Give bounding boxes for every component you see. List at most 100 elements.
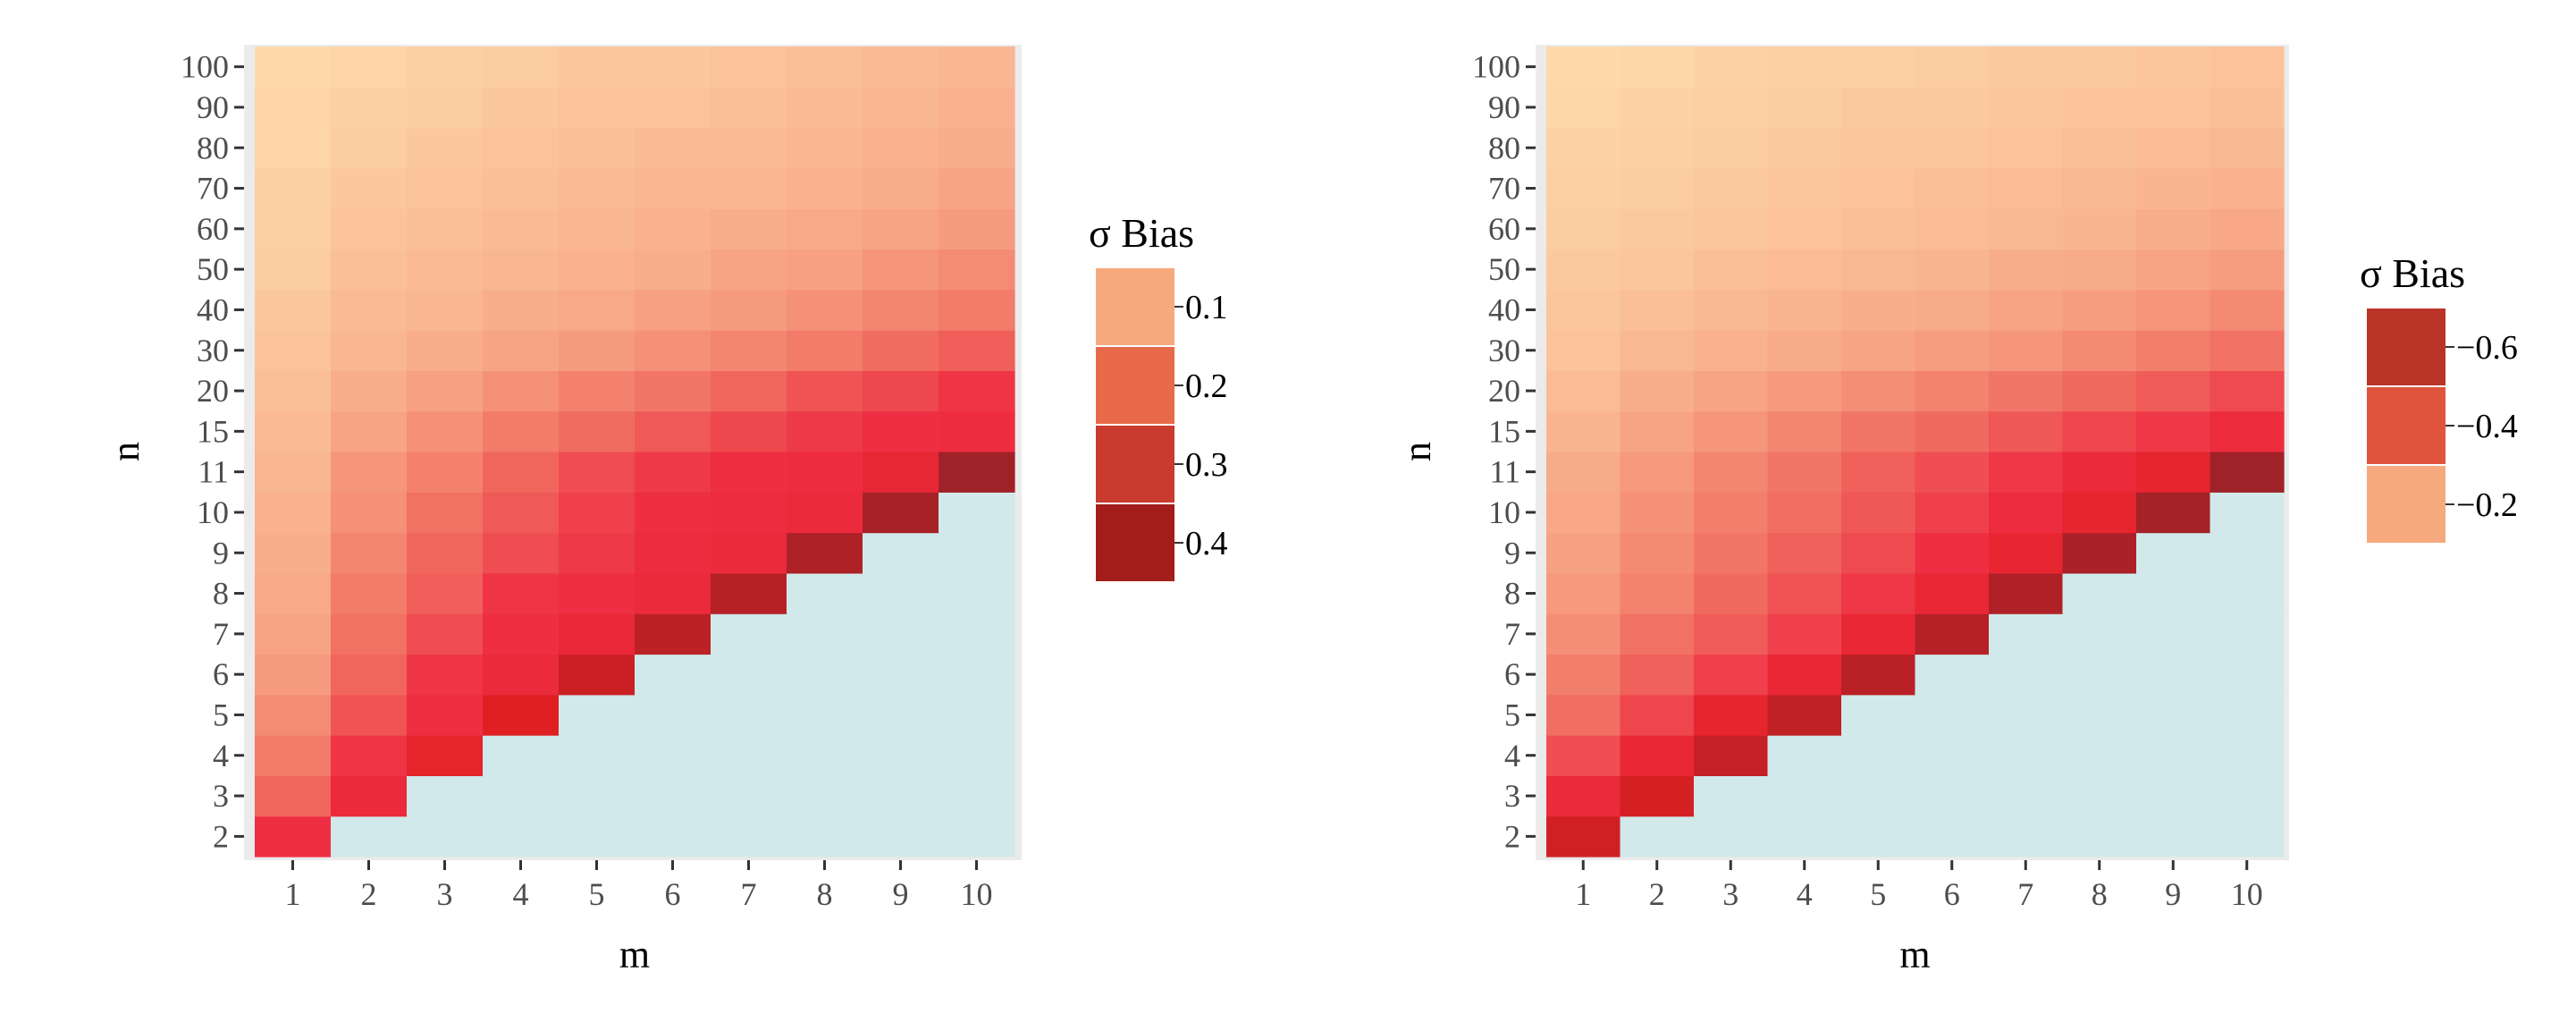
y-tick-label: 60	[1488, 211, 1520, 247]
heatmap-cell	[1767, 370, 1842, 412]
heatmap-cell	[483, 410, 560, 452]
heatmap-cell	[863, 452, 939, 493]
missing-cell	[1915, 735, 1990, 776]
heatmap-cell	[1620, 208, 1695, 250]
missing-cell	[1620, 816, 1695, 858]
missing-cell	[1989, 735, 2064, 776]
heatmap-cell	[2210, 46, 2285, 88]
missing-cell	[2136, 532, 2211, 574]
x-tick-label: 4	[1797, 876, 1813, 912]
legend-title: σ Bias	[2360, 250, 2465, 296]
heatmap-cell	[1915, 289, 1990, 331]
x-tick-label: 1	[285, 876, 301, 912]
heatmap-cell	[559, 167, 636, 209]
heatmap-cell	[255, 492, 332, 534]
missing-cell	[407, 775, 484, 817]
legend-swatch	[1096, 268, 1174, 345]
y-tick-label: 3	[1504, 778, 1520, 814]
missing-cell	[1915, 816, 1990, 858]
heatmap-cell	[1767, 208, 1842, 250]
heatmap-cell	[711, 167, 787, 209]
missing-cell	[2136, 654, 2211, 696]
heatmap-cell	[787, 410, 863, 452]
legend-swatch	[1096, 504, 1174, 581]
heatmap-cell	[331, 249, 408, 291]
heatmap-cell	[2062, 330, 2137, 371]
heatmap-cell	[635, 289, 711, 331]
missing-cell	[863, 572, 939, 614]
heatmap-cell	[635, 370, 711, 412]
missing-cell	[1915, 654, 1990, 696]
heatmap-cell	[331, 330, 408, 371]
heatmap-cell	[787, 87, 863, 129]
missing-cell	[1915, 775, 1990, 817]
heatmap-cell	[863, 87, 939, 129]
heatmap-cell	[1694, 167, 1769, 209]
heatmap-cell	[1915, 410, 1990, 452]
heatmap-cell	[1694, 572, 1769, 614]
y-tick-label: 80	[1488, 130, 1520, 165]
heatmap-cell	[483, 492, 560, 534]
heatmap-cell	[711, 330, 787, 371]
heatmap-cell	[331, 775, 408, 817]
heatmap-cell	[559, 249, 636, 291]
x-tick-label: 7	[2017, 876, 2033, 912]
heatmap-cell	[1989, 492, 2064, 534]
heatmap-cell	[2062, 167, 2137, 209]
heatmap-cell	[2136, 46, 2211, 88]
y-tick-label: 4	[1504, 738, 1520, 773]
x-tick-label: 7	[741, 876, 757, 912]
heatmap-cell	[1620, 452, 1695, 493]
legend: σ Bias −0.6 −0.4 −0.2	[2360, 250, 2518, 543]
x-tick-label: 1	[1575, 876, 1591, 912]
y-tick-label: 10	[197, 494, 229, 530]
y-tick-label: 8	[1504, 576, 1520, 612]
x-tick-label: 2	[1649, 876, 1665, 912]
heatmap-cell	[1620, 775, 1695, 817]
y-tick-label: 7	[213, 616, 229, 652]
heatmap-cell	[407, 654, 484, 696]
heatmap-cell	[1620, 613, 1695, 655]
heatmap-cell	[331, 127, 408, 169]
heatmap-cell	[1694, 370, 1769, 412]
heatmap-cell	[407, 167, 484, 209]
heatmap-cell	[1620, 572, 1695, 614]
missing-cell	[787, 572, 863, 614]
heatmap-cell	[1915, 249, 1990, 291]
missing-cell	[939, 816, 1015, 858]
heatmap-cell	[1989, 208, 2064, 250]
heatmap-cells	[1546, 46, 2285, 858]
heatmap-cell	[407, 410, 484, 452]
missing-cell	[711, 775, 787, 817]
heatmap-cell	[255, 370, 332, 412]
heatmap-cell	[787, 208, 863, 250]
missing-cell	[559, 775, 636, 817]
heatmap-cell	[635, 208, 711, 250]
heatmap-cell	[1841, 167, 1916, 209]
heatmap-cell	[483, 167, 560, 209]
heatmap-cell	[1546, 289, 1621, 331]
heatmap-cell	[407, 87, 484, 129]
heatmap-cell	[1767, 87, 1842, 129]
y-tick-label: 3	[213, 778, 229, 814]
heatmap-cell	[1546, 208, 1621, 250]
missing-cell	[1989, 694, 2064, 736]
heatmap-cell	[1546, 167, 1621, 209]
heatmap-cell	[1989, 452, 2064, 493]
missing-cell	[863, 532, 939, 574]
heatmap-cell	[559, 330, 636, 371]
missing-cell	[711, 613, 787, 655]
heatmap-cell	[939, 249, 1015, 291]
heatmap-cell	[331, 694, 408, 736]
heatmap-cell	[1767, 410, 1842, 452]
missing-cell	[635, 654, 711, 696]
heatmap-cell	[1841, 127, 1916, 169]
heatmap-cell	[787, 289, 863, 331]
missing-cell	[635, 694, 711, 736]
y-tick-label: 7	[1504, 616, 1520, 652]
missing-cell	[1767, 775, 1842, 817]
heatmap-cell	[331, 532, 408, 574]
x-axis-title: m	[619, 933, 650, 976]
heatmap-cell	[559, 46, 636, 88]
missing-cell	[635, 735, 711, 776]
